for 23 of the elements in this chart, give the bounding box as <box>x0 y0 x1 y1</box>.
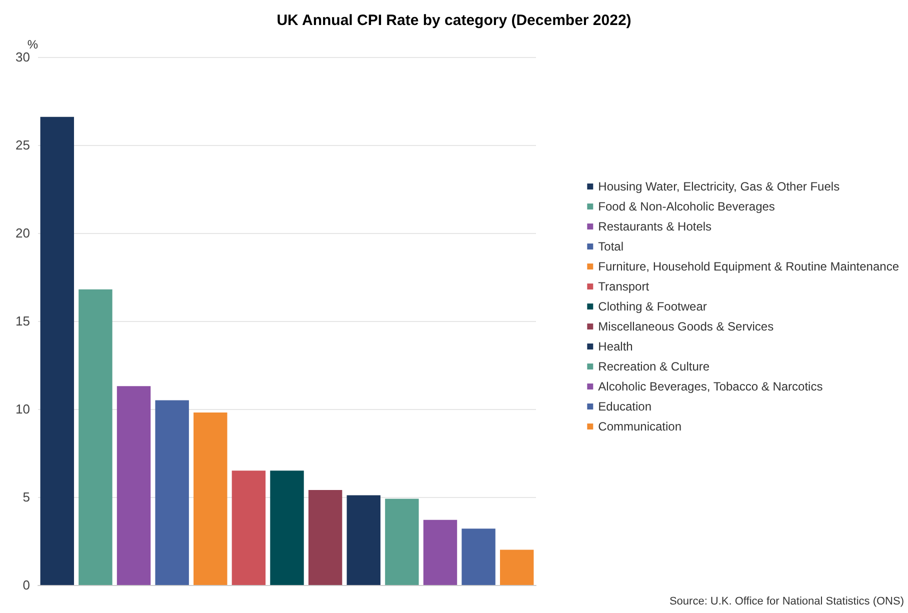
legend-label: Clothing & Footwear <box>598 300 707 314</box>
legend-label: Communication <box>598 420 682 434</box>
y-axis-title: % <box>27 38 38 52</box>
legend-label: Restaurants & Hotels <box>598 220 712 234</box>
chart-title: UK Annual CPI Rate by category (December 2022) <box>276 12 632 29</box>
legend-label: Recreation & Culture <box>598 360 710 374</box>
y-tick-label: 30 <box>16 50 30 64</box>
legend-label: Housing Water, Electricity, Gas & Other Fuels <box>598 180 840 194</box>
y-tick-label: 5 <box>22 490 30 504</box>
y-tick-label: 20 <box>16 226 30 240</box>
y-tick-label: 15 <box>16 314 30 328</box>
y-tick-label: 25 <box>16 138 30 152</box>
legend-label: Furniture, Household Equipment & Routine Maintenance <box>598 260 900 274</box>
legend-label: Miscellaneous Goods & Services <box>598 320 774 334</box>
y-tick-label: 10 <box>16 402 30 416</box>
legend-label: Transport <box>598 280 650 294</box>
legend-label: Food & Non-Alcoholic Beverages <box>598 200 775 214</box>
legend-label: Total <box>598 240 624 254</box>
y-tick-label: 0 <box>22 578 30 592</box>
legend-label: Education <box>598 400 652 414</box>
legend-label: Alcoholic Beverages, Tobacco & Narcotics <box>598 380 823 394</box>
legend-label: Health <box>598 340 633 354</box>
source-note: Source: U.K. Office for National Statistics (ONS) <box>669 596 904 608</box>
